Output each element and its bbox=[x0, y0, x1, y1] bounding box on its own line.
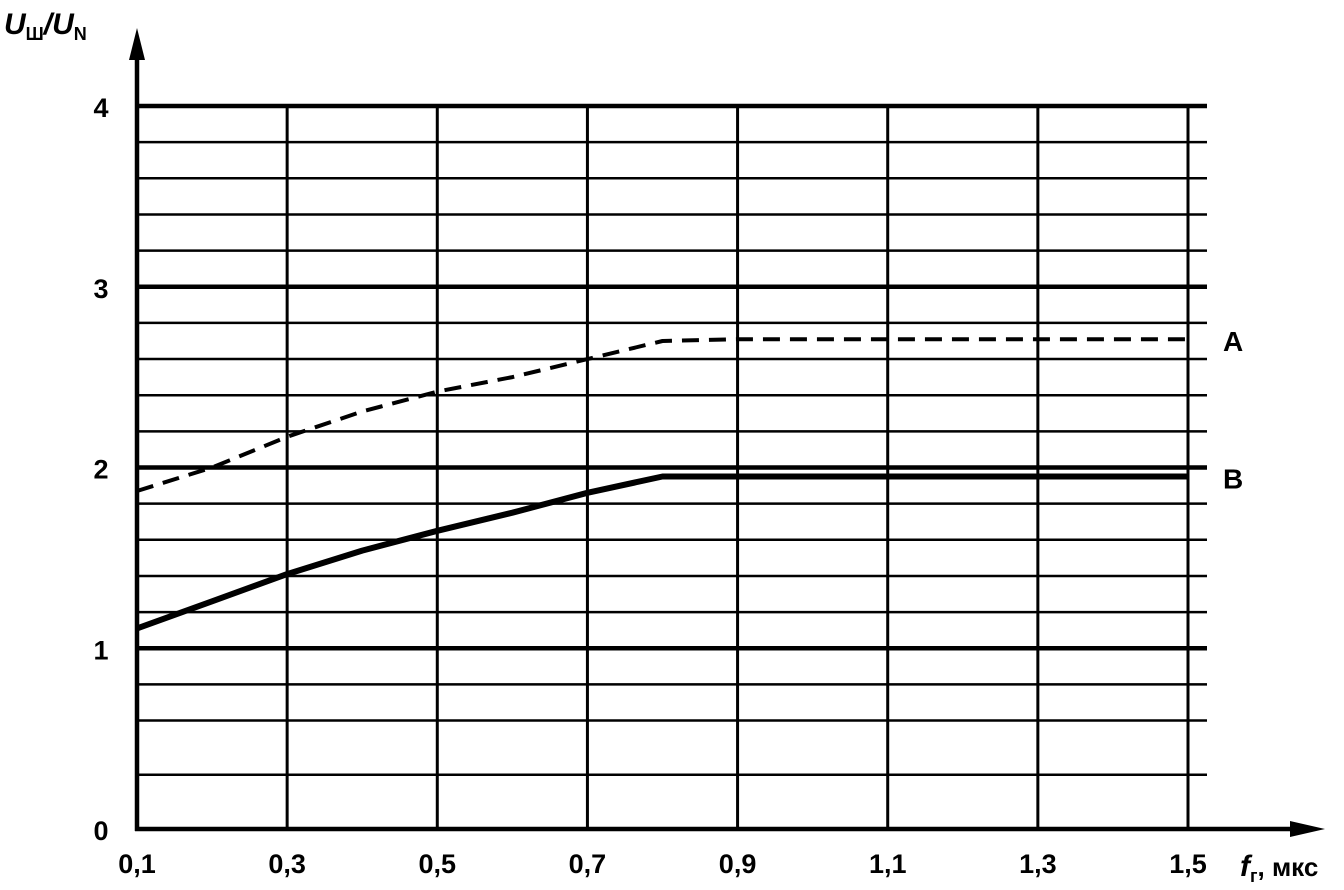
y-tick-label-2: 2 bbox=[93, 455, 108, 485]
x-axis-title-unit: , мкс bbox=[1258, 852, 1319, 882]
axes bbox=[129, 28, 1325, 837]
y-axis-title: UШ/UN bbox=[4, 8, 87, 44]
x-tick-label-3: 0,7 bbox=[569, 849, 607, 879]
x-tick-label-2: 0,5 bbox=[419, 849, 457, 879]
series-line-B bbox=[135, 473, 1188, 632]
x-axis-title: fг, мкс bbox=[1240, 850, 1318, 886]
x-tick-label-7: 1,5 bbox=[1169, 849, 1207, 879]
y-axis-title-sep: / bbox=[42, 8, 55, 41]
series-label-B: B bbox=[1223, 464, 1243, 495]
series-label-A: A bbox=[1223, 326, 1243, 357]
x-tick-label-0: 0,1 bbox=[118, 849, 156, 879]
x-tick-label-5: 1,1 bbox=[869, 849, 907, 879]
y-axis-arrow bbox=[129, 28, 145, 60]
x-tick-label-4: 0,9 bbox=[719, 849, 757, 879]
series-lines bbox=[135, 337, 1188, 632]
y-tick-label-1: 1 bbox=[93, 635, 108, 665]
x-tick-label-6: 1,3 bbox=[1019, 849, 1057, 879]
y-tick-label-0: 0 bbox=[93, 816, 108, 846]
x-axis-arrow bbox=[1290, 821, 1325, 837]
y-axis-title-main2: U bbox=[52, 8, 75, 41]
y-axis-title-sub2: N bbox=[74, 24, 87, 44]
grid bbox=[137, 103, 1207, 829]
x-axis-title-main: f bbox=[1240, 850, 1253, 883]
y-tick-label-3: 3 bbox=[93, 274, 108, 304]
y-axis-title-sub: Ш bbox=[26, 24, 44, 44]
series-line-A bbox=[136, 337, 1188, 493]
x-tick-label-1: 0,3 bbox=[268, 849, 306, 879]
y-tick-label-4: 4 bbox=[93, 93, 108, 123]
y-axis-title-main: U bbox=[4, 8, 27, 41]
tick-labels: A B 0,1 0,3 0,5 0,7 0,9 1,1 1,3 1,5 0 1 2 3 4 bbox=[93, 93, 1243, 879]
x-axis-title-sub: г bbox=[1250, 866, 1258, 886]
